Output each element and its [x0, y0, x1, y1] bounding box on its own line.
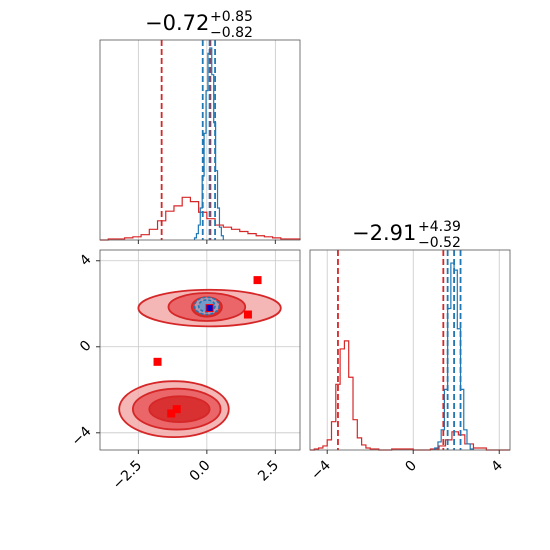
- scatter-2d-xtick-label-2: 2.5: [255, 458, 282, 485]
- hist-param1-background: [310, 250, 510, 450]
- param0-title: −0.72 +0.85 −0.82: [145, 9, 253, 41]
- hist-param0-red-series: [100, 196, 301, 241]
- param1-title-minus: −0.52: [418, 235, 461, 251]
- hist-param1-xtick-label-1: 0: [402, 458, 420, 476]
- red-marker-0: [253, 276, 262, 285]
- scatter-2d-content: [118, 276, 282, 438]
- scatter-2d-frame: [99, 249, 301, 451]
- scatter-2d-ytick-label-0: −4: [69, 424, 95, 450]
- scatter-2d-ytick-label-1: 0: [77, 338, 95, 356]
- hist-param1-xtick-label-0: −4: [308, 457, 334, 483]
- scatter-2d-xtick-label-0: −2.5: [110, 458, 145, 493]
- hist-param1-frame: [309, 249, 511, 451]
- hist-param1-blue-series: [434, 262, 475, 450]
- param1-title-value: −2.91: [352, 221, 416, 245]
- red-marker-4: [167, 409, 176, 418]
- param0-title-value: −0.72: [145, 11, 209, 35]
- red-marker-3: [172, 405, 181, 414]
- param0-title-minus: −0.82: [210, 25, 253, 41]
- red-marker-1: [243, 310, 252, 319]
- blue-marker-0: [206, 305, 213, 312]
- hist-param0-frame: [99, 39, 301, 241]
- param0-title-plus: +0.85: [210, 9, 253, 25]
- param1-title-plus: +4.39: [418, 219, 461, 235]
- hist-param1-xtick-label-2: 4: [488, 457, 506, 475]
- hist-param0-background: [100, 40, 300, 240]
- scatter-2d-ytick-label-2: 4: [77, 252, 95, 270]
- scatter-2d-xtick-label-1: 0.0: [187, 458, 214, 485]
- hist-param1-red-series: [310, 340, 510, 451]
- red-marker-2: [153, 357, 162, 366]
- param1-title: −2.91 +4.39 −0.52: [352, 219, 461, 251]
